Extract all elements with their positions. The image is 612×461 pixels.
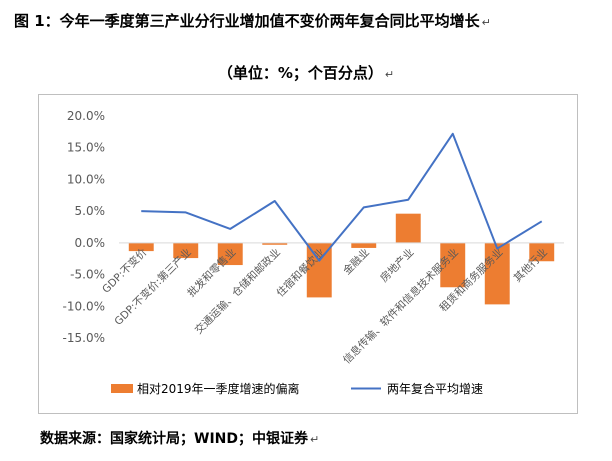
y-tick-label: 5.0% — [75, 204, 106, 218]
chart-subtitle: （单位：%；个百分点） ↵ — [217, 64, 395, 82]
y-tick-label: -15.0% — [63, 331, 105, 345]
y-tick-label: 0.0% — [75, 236, 106, 250]
paragraph-mark: ↵ — [310, 433, 320, 446]
bar — [217, 242, 243, 266]
paragraph-mark: ↵ — [481, 16, 491, 29]
bar — [128, 242, 154, 252]
combo-chart: 20.0% 15.0% 10.0% 5.0% 0.0% -5.0% -10.0% -15.0%… — [63, 109, 564, 396]
x-category-label: GDP:不变价 — [99, 245, 149, 295]
bar — [484, 242, 510, 305]
bar — [395, 213, 421, 243]
paragraph-mark: ↵ — [384, 68, 395, 81]
bar — [262, 242, 288, 245]
x-category-label: 金融业 — [340, 246, 371, 277]
chart-frame: 20.0% 15.0% 10.0% 5.0% 0.0% -5.0% -10.0% -15.0%… — [38, 94, 578, 414]
y-tick-label: 15.0% — [67, 141, 105, 155]
y-tick-label: -10.0% — [63, 299, 105, 313]
data-source-note: 数据来源：国家统计局；WIND；中银证券 ↵ — [40, 431, 320, 447]
line-series-two-year-avg — [141, 132, 543, 262]
y-tick-label: 20.0% — [67, 109, 105, 123]
bar — [529, 242, 555, 262]
chart-title: 图 1：今年一季度第三产业分行业增加值不变价两年复合同比平均增长 ↵ — [14, 12, 491, 30]
x-category-label: GDP:不变价:第三产业 — [112, 246, 194, 328]
legend-swatch-bar — [111, 384, 133, 393]
y-tick-label: -5.0% — [70, 268, 105, 282]
bar — [173, 242, 199, 259]
legend-label-line: 两年复合平均增速 — [387, 381, 483, 396]
y-tick-label: 10.0% — [67, 172, 105, 186]
legend-label-bar: 相对2019年一季度增速的偏离 — [137, 381, 300, 396]
bar — [351, 242, 377, 248]
x-category-label: 房地产业 — [377, 246, 416, 285]
bar — [440, 242, 466, 288]
